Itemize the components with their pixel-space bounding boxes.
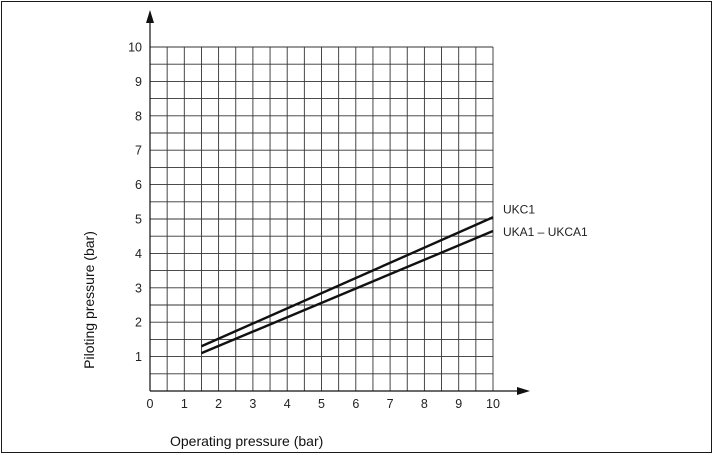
x-tick-labels: 0 1 2 3 4 5 6 7 8 9 10 [147,397,500,411]
y-axis-title: Piloting pressure (bar) [81,231,97,369]
y-tick-label: 8 [135,109,142,123]
x-tick-label: 6 [352,397,359,411]
x-axis-title: Operating pressure (bar) [170,433,323,449]
series-label-2: UKA1 – UKCA1 [503,225,588,239]
x-tick-label: 7 [387,397,394,411]
series-line-2 [200,229,494,355]
x-tick-label: 1 [181,397,188,411]
y-tick-label: 2 [135,316,142,330]
axes [146,10,530,395]
x-tick-label: 9 [455,397,462,411]
x-tick-label: 8 [421,397,428,411]
series-lines [200,216,494,355]
y-tick-label: 9 [135,75,142,89]
series-label-1: UKC1 [503,202,535,216]
series-line-1 [200,216,494,348]
y-tick-label: 3 [135,281,142,295]
y-tick-label: 4 [135,247,142,261]
y-tick-label: 6 [135,178,142,192]
y-tick-label: 5 [135,213,142,227]
x-tick-label: 5 [318,397,325,411]
series-labels: UKC1 UKA1 – UKCA1 [503,202,588,239]
x-tick-label: 3 [249,397,256,411]
y-tick-label: 7 [135,144,142,158]
y-tick-label: 1 [135,350,142,364]
y-tick-labels: 1 2 3 4 5 6 7 8 9 10 [128,41,142,365]
x-tick-label: 0 [147,397,154,411]
x-axis-arrow [517,387,530,395]
y-axis-arrow [146,10,154,23]
y-tick-label: 10 [128,41,142,55]
grid [149,46,494,392]
x-tick-label: 2 [215,397,222,411]
x-tick-label: 10 [486,397,500,411]
x-tick-label: 4 [284,397,291,411]
